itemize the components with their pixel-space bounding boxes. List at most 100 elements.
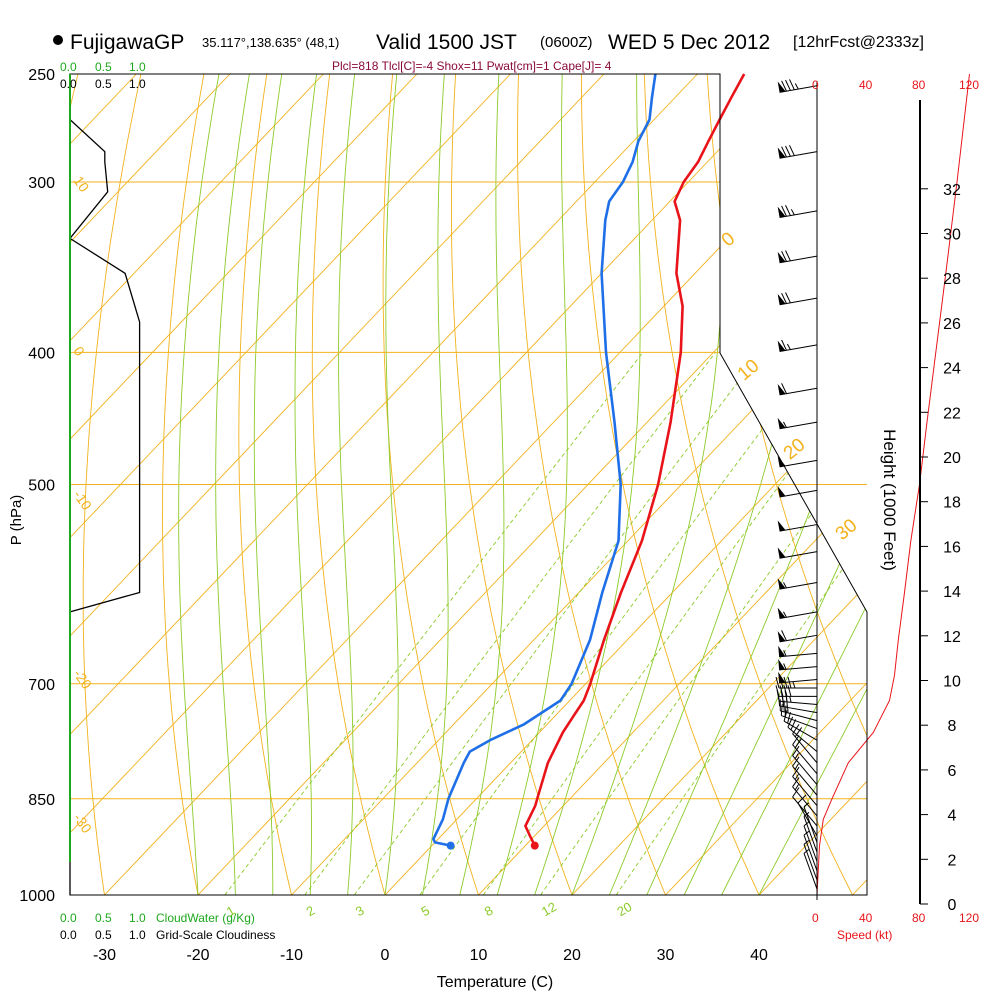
wind-barb-staff [803,806,818,843]
valid-time: Valid 1500 JST [376,31,517,54]
height-tick-label: 18 [943,495,961,512]
wind-barb-half-flag [803,811,810,817]
temperature-tick-label: 40 [750,947,768,964]
height-tick-label: 28 [943,271,961,288]
mixing-ratio-line [540,352,867,895]
wind-barb-flag [792,745,800,756]
wind-barb-flag [797,794,807,804]
dry-adiabat-label: -30 [70,810,95,836]
wind-barb-flag [787,676,792,689]
moist-adiabat-line [721,74,867,895]
y-axis-title: P (hPa) [8,495,25,546]
mixing-ratio-line [353,352,761,895]
wind-barb [777,520,818,532]
wind-barb-staff [779,666,818,671]
wind-barb-flag [785,205,791,216]
height-axis-title: Height (1000 Feet) [880,429,899,571]
wind-barb-half-flag [783,421,787,428]
temperature-tick-label: -30 [93,947,116,964]
station-marker-icon [53,35,63,45]
wind-barb-staff [803,825,818,862]
cloudiness-tick: 0.0 [60,77,77,91]
height-tick-label: 12 [943,629,961,646]
wind-barb-staff [779,297,818,306]
wind-barb-half-flag [783,663,787,670]
temperature-tick-label: 0 [381,947,390,964]
cloudwater-tick: 0.0 [60,911,77,925]
wind-barb-half-flag [794,773,799,780]
wind-barb-flag [781,383,787,394]
wind-barb [777,578,818,590]
temperature-tick-label: 30 [657,947,675,964]
wind-barb [803,811,818,853]
wind-barb-pennant [777,81,786,93]
wind-barb [792,766,818,807]
dry-adiabat-line [959,74,1000,895]
height-tick-label: 22 [943,405,961,422]
moist-adiabat-line [646,74,867,895]
mixing-ratio-label: 2 [304,903,318,920]
wind-barb-flag [781,695,785,707]
cloudiness-tick: 1.0 [129,77,146,91]
wind-barb-staff [779,489,818,498]
wind-speed-scale-bottom: 0 40 80 120 Speed (kt) [812,911,979,942]
wind-barb-half-flag [783,582,787,589]
dry-adiabat-line [82,74,142,895]
wind-barb-half-flag [803,802,810,808]
station-name: FujigawaGP [70,31,184,54]
cloudwater-scale-top: 0.0 0.5 1.0 [60,60,146,74]
wind-barb-staff [779,85,818,93]
moist-adiabat-label: 10 [734,355,764,385]
wind-barb [775,676,817,689]
wind-barb-staff [779,151,818,159]
isotherm-line [70,74,231,895]
wind-barb-pennant [777,520,786,532]
wind-barb-flag [785,145,791,157]
dry-adiabat-line [517,74,666,895]
surface-dewpoint-point [446,841,455,850]
wind-barb-flag [794,727,803,738]
moist-adiabat-line [421,74,449,895]
wind-barb [778,645,818,658]
speed-tick: 80 [912,911,926,925]
wind-barb-half-flag [803,830,810,836]
wind-barb-pennant [777,340,786,352]
wind-barb-pennant [777,384,786,395]
wind-barb-flag [781,630,787,641]
wind-barb-flag [775,676,780,689]
temperature-tick-label: 10 [470,947,488,964]
wind-barb-staff [779,611,818,619]
wind-barb-flag [792,777,800,788]
wind-barb-staff [803,853,818,890]
wind-barb-pennant [777,547,786,559]
height-tick-label: 30 [943,227,961,244]
dry-adiabat-line [382,74,479,895]
wind-barb-staff [797,802,818,837]
wind-barb-flag [787,685,792,697]
moist-adiabat-line [294,74,318,895]
dry-adiabat-label: 0 [70,343,88,359]
pressure-tick-label: 850 [28,792,55,809]
wind-barb-half-flag [794,752,799,759]
wind-barb-staff [792,796,818,827]
moist-adiabat-label: 20 [780,434,810,464]
wind-barb-flag [789,145,795,156]
wind-barb-pennant [777,607,786,619]
pressure-tick-label: 700 [28,677,55,694]
moist-adiabat-line [459,74,505,895]
wind-barb-half-flag [783,611,787,618]
wind-barb-staff [803,816,818,853]
cloudiness-scale-bottom: 0.0 0.5 1.0 Grid-Scale Cloudiness [60,928,275,942]
cloudiness-tick: 0.5 [95,928,112,942]
wind-barb [803,830,818,871]
cloudwater-tick: 0.5 [95,911,112,925]
wind-barb-staff [779,551,818,559]
mixing-ratio-label: 20 [614,899,634,919]
grid-group [70,74,1000,895]
pressure-tick-label: 1000 [19,888,55,905]
speed-tick: 40 [859,911,873,925]
cloudwater-label: CloudWater (g/Kg) [156,911,255,925]
moist-adiabat-line [338,74,356,895]
pressure-tick-label: 300 [28,175,55,192]
